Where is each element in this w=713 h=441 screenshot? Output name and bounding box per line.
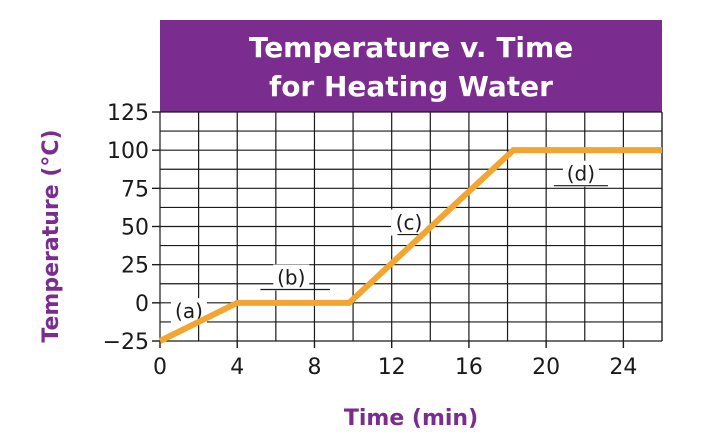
annotation-label: (c) bbox=[396, 211, 423, 235]
x-axis-label: Time (min) bbox=[344, 406, 478, 431]
annotation-backdrop bbox=[391, 209, 428, 236]
chart-title-line-2: for Heating Water bbox=[269, 70, 553, 103]
x-tick-label: 12 bbox=[378, 355, 406, 380]
annotation-backdrop bbox=[562, 160, 599, 187]
x-tick-label: 16 bbox=[455, 355, 483, 380]
x-tick-label: 20 bbox=[532, 355, 560, 380]
segment-annotation: (d) bbox=[553, 160, 608, 187]
y-tick-label: 25 bbox=[121, 254, 149, 279]
chart-title-line-1: Temperature v. Time bbox=[249, 31, 573, 64]
y-tick-label: −25 bbox=[103, 330, 149, 355]
y-tick-label: 0 bbox=[135, 292, 149, 317]
annotation-label: (d) bbox=[567, 162, 595, 186]
y-tick-labels: −25 0 25 50 75 100 125 bbox=[103, 101, 149, 355]
x-tick-label: 0 bbox=[153, 355, 167, 380]
segment-annotation: (c) bbox=[391, 209, 428, 236]
annotation-label: (b) bbox=[277, 266, 305, 290]
x-tick-label: 4 bbox=[230, 355, 244, 380]
x-tick-label: 8 bbox=[307, 355, 321, 380]
title-banner bbox=[160, 20, 662, 112]
y-axis-label: Temperature (°C) bbox=[39, 129, 64, 342]
y-tick-label: 100 bbox=[107, 139, 149, 164]
x-tick-labels: 0 4 8 12 16 20 24 bbox=[153, 355, 637, 380]
x-tick-label: 24 bbox=[609, 355, 637, 380]
temperature-series-line bbox=[158, 147, 662, 344]
data-series bbox=[158, 147, 662, 344]
y-tick-label: 75 bbox=[121, 177, 149, 202]
segment-annotation: (b) bbox=[260, 264, 330, 291]
y-tick-label: 50 bbox=[121, 216, 149, 241]
axis-ticks bbox=[152, 111, 625, 348]
y-tick-label: 125 bbox=[107, 101, 149, 126]
annotation-backdrop bbox=[273, 264, 310, 291]
